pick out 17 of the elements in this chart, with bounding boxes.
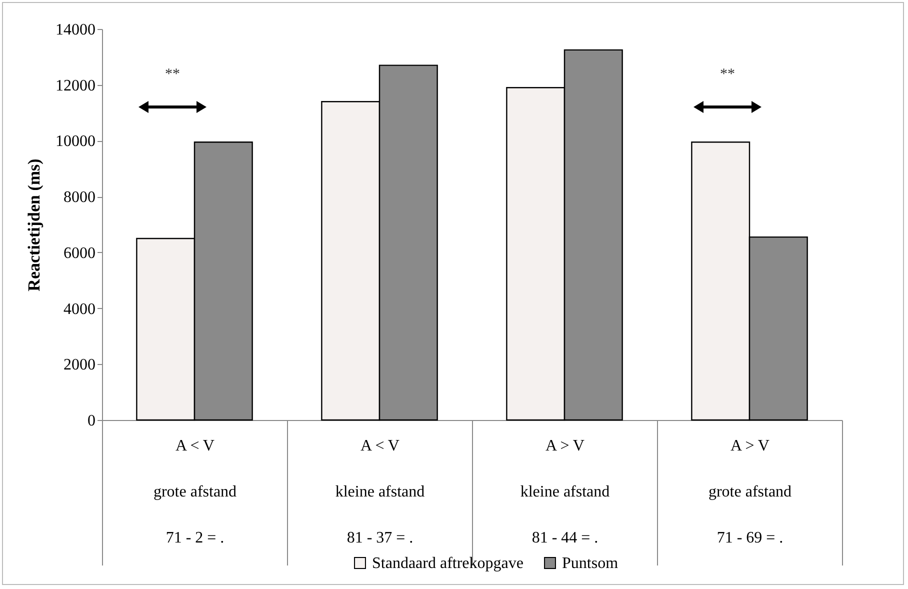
category-label: A < V kleine afstand 81 - 37 = . (335, 438, 425, 546)
y-tick-label: 4000 (64, 300, 96, 318)
y-tick-label: 12000 (56, 77, 96, 94)
y-tick-label: 0 (88, 412, 96, 430)
category-label: A < V grote afstand 71 - 2 = . (153, 438, 237, 546)
annotation: ** (165, 66, 180, 82)
y-tick-label: 6000 (64, 244, 96, 262)
annotation: ** (720, 66, 735, 82)
y-tick-label: 10000 (56, 133, 96, 150)
legend-label: Puntsom (562, 555, 619, 572)
category-label: A > V kleine afstand 81 - 44 = . (520, 438, 610, 546)
y-tick-label: 14000 (56, 22, 96, 38)
y-tick-label: 2000 (64, 356, 96, 374)
y-tick-label: 8000 (64, 189, 96, 206)
category-label: A > V grote afstand 71 - 69 = . (708, 438, 792, 546)
y-axis-title: Reactietijden (ms) (24, 158, 44, 292)
legend-label: Standaard aftrekopgave (372, 555, 524, 572)
